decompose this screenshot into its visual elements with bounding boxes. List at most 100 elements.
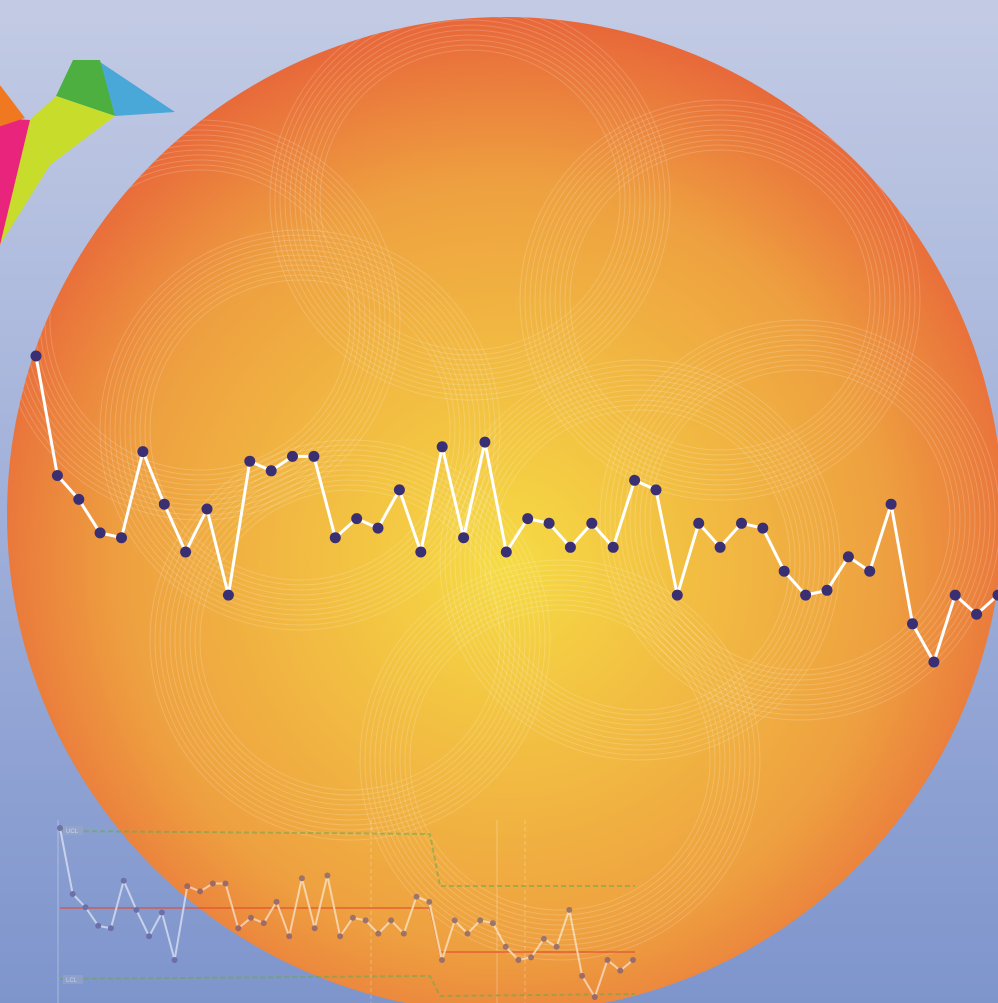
ring-line (134, 264, 466, 596)
ring-line (304, 34, 636, 366)
ring-line (154, 444, 546, 836)
ghost-data-point (528, 954, 535, 961)
ghost-data-point (426, 898, 433, 905)
ghost-data-point (451, 917, 458, 924)
data-point (222, 589, 234, 601)
data-point (907, 618, 918, 630)
data-point (607, 541, 619, 553)
ring-line (554, 134, 886, 466)
ghost-data-point (248, 914, 254, 921)
data-point (821, 584, 833, 596)
ring-line (404, 604, 716, 916)
ring-line (284, 17, 656, 386)
ghost-data-point (209, 880, 216, 887)
ring-line (469, 389, 811, 731)
ghost-data-point (222, 880, 229, 887)
main-series-markers (30, 350, 998, 668)
ring-line (139, 269, 461, 591)
data-point (73, 493, 85, 505)
ring-line (179, 469, 521, 811)
ring-line (599, 319, 998, 721)
ring-line (374, 574, 746, 946)
ghost-data-point (286, 933, 293, 940)
data-point (564, 541, 576, 553)
ghost-data-point (197, 888, 204, 895)
data-point (351, 513, 363, 525)
ring-line (369, 569, 751, 951)
ring-line (389, 589, 731, 931)
ring-line (614, 334, 986, 706)
data-point (992, 589, 998, 601)
ring-line (149, 439, 551, 841)
ring-line (549, 129, 891, 471)
ring-line (649, 369, 951, 671)
ring-line (294, 24, 646, 376)
ring-line (144, 274, 456, 586)
data-point (800, 589, 812, 601)
data-point (971, 608, 983, 620)
ghost-series-markers (57, 825, 636, 1000)
data-point (714, 541, 726, 553)
ghost-data-point (375, 930, 382, 937)
data-point (415, 546, 427, 558)
sun-circle (7, 17, 998, 1003)
ghost-data-point (69, 891, 76, 897)
data-point (372, 522, 384, 534)
ring-line (169, 459, 531, 821)
ghost-data-point (95, 922, 102, 929)
ring-line (569, 149, 871, 451)
ghost-data-point (388, 917, 395, 924)
data-point (586, 517, 598, 529)
ring-line (149, 279, 451, 581)
origami-bird-icon (0, 60, 175, 245)
data-point (885, 498, 897, 510)
ghost-data-point (273, 898, 280, 905)
ring-line (394, 594, 726, 926)
ring-line (529, 109, 911, 491)
ring-line (49, 169, 351, 471)
data-point (30, 350, 42, 362)
ring-line (489, 409, 791, 711)
ring-line (189, 479, 511, 801)
ring-line (524, 104, 916, 496)
ghost-data-point (502, 943, 509, 950)
ghost-data-point (133, 906, 140, 913)
ghost-series-line (59, 827, 634, 1000)
data-point (265, 465, 277, 477)
data-point (244, 455, 256, 467)
ring-line (164, 454, 536, 826)
ring-line (634, 354, 966, 686)
data-point (757, 522, 769, 534)
ghost-data-point (413, 893, 420, 900)
ghost-data-point (630, 957, 636, 963)
data-point (436, 441, 448, 453)
ghost-data-point (120, 877, 127, 884)
ring-line (559, 139, 881, 461)
ghost-data-point (477, 917, 484, 924)
ring-line (624, 344, 976, 696)
ring-line (464, 384, 816, 736)
ring-line (454, 374, 826, 746)
ghost-data-point (579, 972, 586, 979)
ghost-lower-limit (59, 974, 636, 998)
ghost-data-point (591, 994, 598, 1000)
ghost-data-point (540, 935, 547, 942)
ghost-upper-tag (63, 826, 83, 835)
ghost-data-point (349, 914, 356, 921)
ring-line (439, 359, 841, 761)
ghost-data-point (439, 957, 445, 963)
bird-neck (30, 96, 115, 165)
ring-line (609, 329, 991, 711)
data-point (479, 436, 491, 448)
ring-line (274, 17, 666, 396)
ghost-data-point (107, 925, 114, 932)
ring-line (619, 339, 981, 701)
ghost-data-point (311, 925, 318, 932)
ghost-data-point (617, 967, 624, 974)
ghost-lower-label: LCL (66, 978, 78, 984)
ring-line (644, 364, 956, 676)
ring-line (279, 17, 661, 391)
data-point (116, 532, 127, 544)
ring-line (479, 399, 801, 721)
